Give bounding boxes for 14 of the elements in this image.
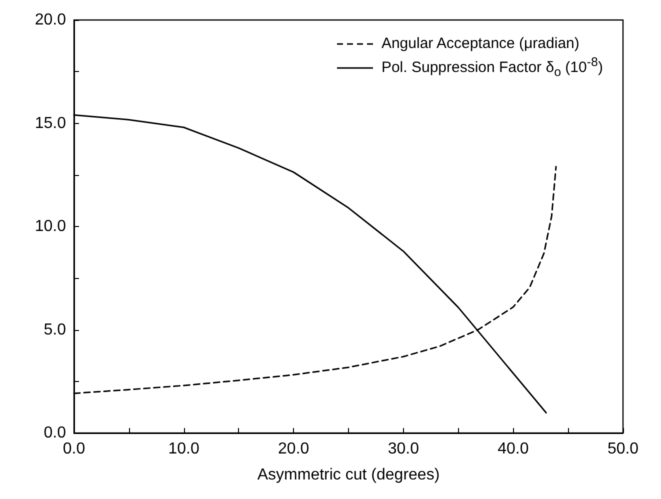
- y-tick-label: 15.0: [34, 114, 66, 132]
- x-tick-label: 0.0: [62, 440, 86, 458]
- x-tick-label: 40.0: [498, 440, 529, 458]
- x-tick-label: 30.0: [388, 440, 420, 458]
- x-tick-label: 20.0: [278, 440, 310, 458]
- x-tick-label: 10.0: [168, 440, 200, 458]
- y-tick-label: 5.0: [44, 321, 66, 338]
- y-tick-label: 10.0: [34, 218, 66, 235]
- x-tick-label: 50.0: [607, 440, 639, 458]
- y-tick-label: 0.0: [44, 424, 66, 442]
- legend-label: Angular Acceptance (μradian): [381, 34, 580, 53]
- y-tick-label: 20.0: [34, 12, 66, 28]
- x-axis-title: Asymmetric cut (degrees): [257, 466, 440, 484]
- legend-label: Pol. Suppression Factor δ$_{o}$ (10$^{-8}$): [381, 54, 603, 81]
